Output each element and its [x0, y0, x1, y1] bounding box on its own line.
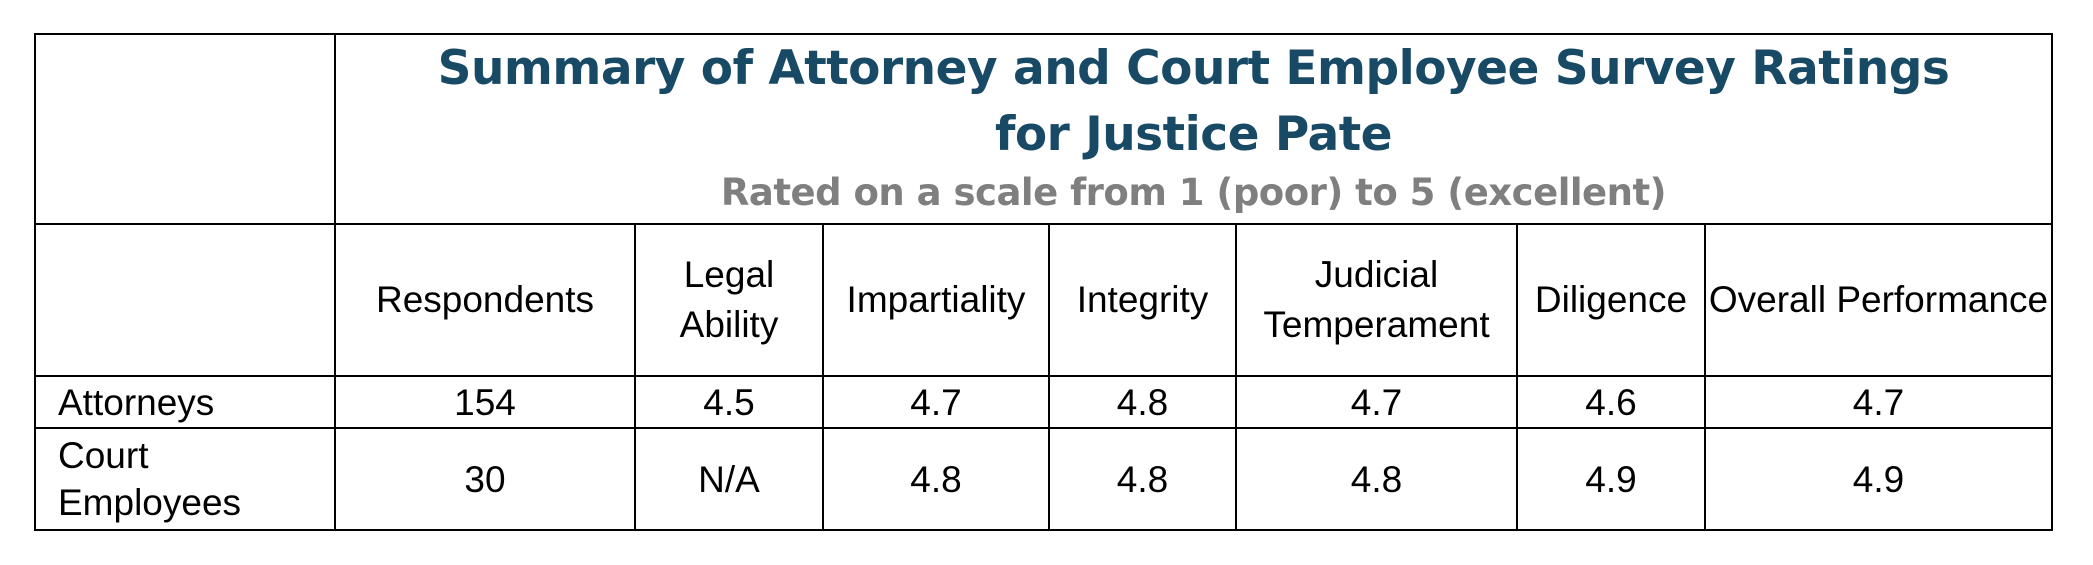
column-header-diligence: Diligence: [1516, 223, 1706, 377]
cell-attorneys-overall-performance: 4.7: [1704, 375, 2053, 429]
column-header-integrity: Integrity: [1048, 223, 1237, 377]
cell-attorneys-integrity: 4.8: [1048, 375, 1237, 429]
cell-employees-legal-ability: N/A: [634, 427, 824, 531]
column-header-overall-performance: Overall Performance: [1704, 223, 2053, 377]
row-label-court-employees: Court Employees: [34, 427, 336, 531]
column-header-judicial-temperament: Judicial Temperament: [1235, 223, 1518, 377]
table-title: Summary of Attorney and Court Employee S…: [437, 41, 1950, 162]
empty-header-cell: [34, 223, 336, 377]
cell-attorneys-diligence: 4.6: [1516, 375, 1706, 429]
cell-employees-impartiality: 4.8: [822, 427, 1050, 531]
cell-attorneys-judicial-temperament: 4.7: [1235, 375, 1518, 429]
table-subtitle: Rated on a scale from 1 (poor) to 5 (exc…: [720, 171, 1667, 214]
cell-employees-judicial-temperament: 4.8: [1235, 427, 1518, 531]
column-header-impartiality: Impartiality: [822, 223, 1050, 377]
cell-attorneys-impartiality: 4.7: [822, 375, 1050, 429]
table-row-court-employees: Court Employees 30 N/A 4.8 4.8 4.8 4.9 4…: [34, 427, 2053, 531]
table-row-attorneys: Attorneys 154 4.5 4.7 4.8 4.7 4.6 4.7: [34, 375, 2053, 429]
row-label-attorneys: Attorneys: [34, 375, 336, 429]
title-row: Summary of Attorney and Court Employee S…: [34, 33, 2053, 225]
title-cell: Summary of Attorney and Court Employee S…: [334, 33, 2053, 225]
survey-ratings-table: Summary of Attorney and Court Employee S…: [34, 33, 2053, 531]
column-header-row: Respondents Legal Ability Impartiality I…: [34, 223, 2053, 377]
column-header-legal-ability: Legal Ability: [634, 223, 824, 377]
cell-attorneys-legal-ability: 4.5: [634, 375, 824, 429]
cell-attorneys-respondents: 154: [334, 375, 636, 429]
cell-employees-respondents: 30: [334, 427, 636, 531]
cell-employees-diligence: 4.9: [1516, 427, 1706, 531]
cell-employees-overall-performance: 4.9: [1704, 427, 2053, 531]
cell-employees-integrity: 4.8: [1048, 427, 1237, 531]
empty-corner-cell: [34, 33, 336, 225]
column-header-respondents: Respondents: [334, 223, 636, 377]
